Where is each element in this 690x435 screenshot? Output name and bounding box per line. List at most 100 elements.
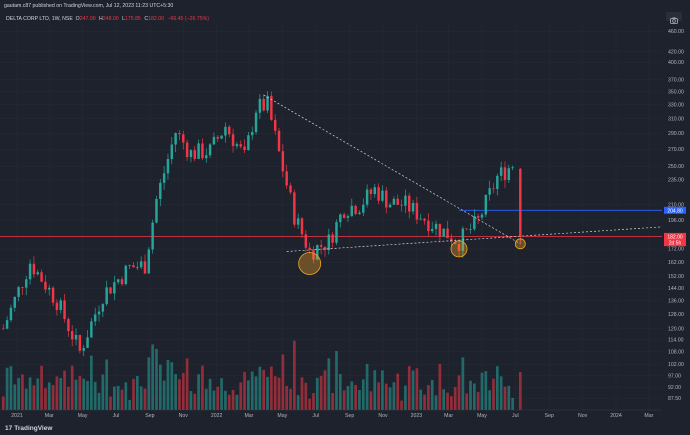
- candle-body: [273, 119, 277, 131]
- volume-bar: [178, 379, 181, 410]
- price-tick-label: 290.00: [668, 131, 684, 137]
- price-badge-bg: [664, 239, 686, 247]
- publisher-line: gautam.c87 published on TradingView.com,…: [4, 3, 174, 9]
- candle-body: [208, 144, 212, 156]
- volume-bar: [105, 359, 109, 410]
- volume-bar: [438, 363, 442, 410]
- price-tick-label: 196.00: [668, 218, 684, 224]
- candle-body: [342, 214, 346, 218]
- camera-icon[interactable]: [666, 12, 682, 24]
- time-tick-label: Mar: [644, 413, 653, 419]
- volume-bar: [208, 378, 212, 410]
- price-tick-label: 128.00: [668, 312, 684, 318]
- volume-bar: [511, 397, 514, 410]
- volume-bar: [224, 390, 227, 410]
- low-value: 175.85: [125, 16, 141, 22]
- candle-body: [316, 245, 319, 260]
- candle-body: [21, 287, 24, 288]
- tradingview-logo[interactable]: 17 TradingView: [5, 425, 52, 432]
- price-tick-label: 330.00: [668, 103, 684, 109]
- trendline: [286, 226, 663, 252]
- candle-body: [147, 249, 151, 274]
- candle-body: [197, 143, 200, 159]
- volume-bar: [162, 380, 166, 410]
- volume-bar: [308, 398, 312, 410]
- candle-body: [289, 185, 292, 193]
- price-tick-label: 97.00: [668, 373, 681, 379]
- price-chart[interactable]: 460.00 420.00 400.00 370.00 350.00 330.00 310.…: [0, 0, 690, 423]
- candle-body: [511, 167, 514, 169]
- candle-body: [385, 190, 388, 208]
- candle-body: [247, 135, 250, 150]
- volume-bar: [381, 370, 384, 410]
- candle-body: [105, 287, 108, 305]
- candle-body: [128, 265, 131, 267]
- volume-bar: [51, 384, 55, 410]
- candle-body: [381, 190, 384, 201]
- symbol-label: DELTA CORP LTD, 1W, NSE: [6, 16, 73, 22]
- candle-body: [419, 218, 422, 220]
- volume-bar: [358, 389, 361, 410]
- candle-body: [231, 134, 235, 147]
- volume-bar: [231, 389, 235, 410]
- candle-body: [101, 304, 105, 312]
- volume-bar: [388, 387, 392, 410]
- price-tick-label: 136.00: [668, 299, 684, 305]
- candle-body: [250, 132, 254, 136]
- volume-bar: [281, 354, 285, 410]
- candle-body: [239, 144, 242, 147]
- candle-body: [304, 234, 308, 248]
- time-tick-label: Mar: [244, 413, 253, 419]
- volume-bar: [204, 388, 208, 410]
- volume-bar: [407, 366, 411, 410]
- volume-bar: [384, 383, 388, 410]
- volume-bar: [377, 382, 380, 410]
- volume-bar: [484, 371, 488, 410]
- volume-bar: [346, 386, 350, 410]
- volume-bar: [185, 358, 189, 410]
- price-tick-label: 210.00: [668, 203, 684, 209]
- volume-bar: [423, 394, 426, 410]
- time-tick-label: May: [277, 413, 287, 419]
- price-tick-label: 270.00: [668, 147, 684, 153]
- candle-body: [427, 220, 430, 232]
- volume-bar: [354, 384, 357, 410]
- volume-bar: [453, 387, 457, 410]
- volume-bar: [492, 378, 495, 410]
- time-tick-label: Sep: [545, 413, 554, 419]
- volume-bar: [258, 366, 262, 410]
- candle-body: [346, 216, 350, 218]
- time-tick-label: Jul: [512, 413, 519, 419]
- volume-bar: [170, 362, 174, 410]
- volume-bar: [400, 400, 403, 410]
- candle-body: [178, 133, 181, 135]
- volume-bar: [250, 371, 254, 410]
- volume-bar: [304, 382, 308, 410]
- volume-bar: [82, 378, 86, 410]
- volume-bar: [446, 392, 449, 410]
- time-tick-label: 2022: [211, 413, 223, 419]
- candle-body: [243, 146, 246, 150]
- volume-bar: [235, 394, 239, 410]
- candle-body: [262, 98, 265, 111]
- tradingview-brand-text: TradingView: [14, 425, 53, 432]
- change-value: −66.45 (−26.75%): [167, 16, 209, 22]
- volume-bar: [473, 383, 476, 410]
- candle-body: [185, 142, 189, 158]
- candle-body: [201, 143, 204, 159]
- candle-body: [396, 198, 399, 205]
- volume-bar: [507, 385, 511, 410]
- volume-bar: [124, 382, 128, 410]
- volume-bar: [21, 374, 24, 410]
- volume-bar: [151, 344, 154, 410]
- candle-body: [442, 228, 445, 237]
- candle-body: [465, 228, 468, 230]
- price-tick-label: 108.00: [668, 350, 684, 356]
- time-tick-label: Nov: [179, 413, 189, 419]
- volume-bar: [193, 393, 197, 410]
- candle-body: [136, 267, 139, 269]
- volume-bar: [90, 355, 93, 410]
- time-tick-label: Nov: [378, 413, 388, 419]
- volume-bar: [450, 396, 453, 410]
